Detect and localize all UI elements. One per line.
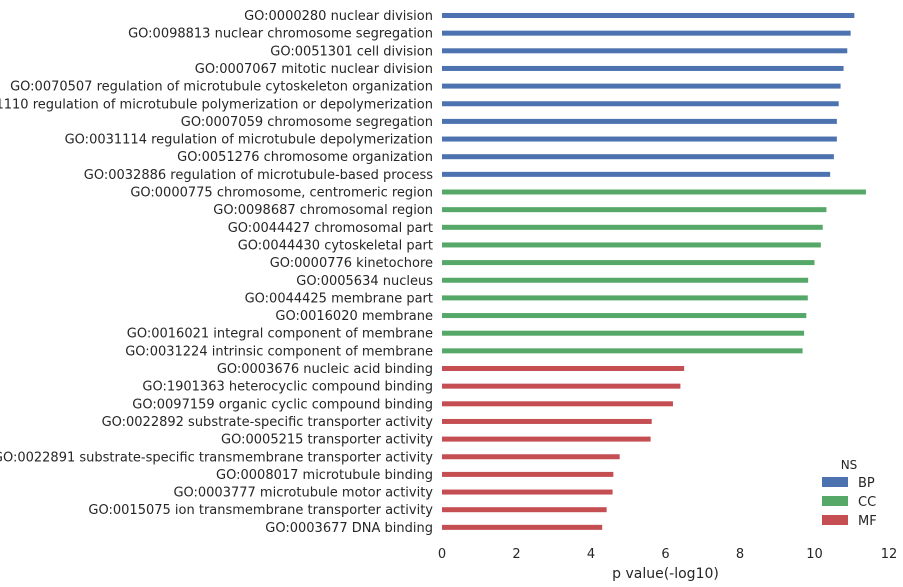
category-label: GO:1901363 heterocyclic compound binding [142,380,433,395]
x-axis-ticks: 0 2 4 6 8 10 12 [438,547,897,562]
category-label: GO:0016020 membrane [275,309,433,324]
category-label: GO:0007067 mitotic nuclear division [195,62,433,77]
bar-bp-9 [442,171,831,177]
category-label: GO:0000280 nuclear division [244,9,433,24]
category-label: GO:0003676 nucleic acid binding [217,362,433,377]
legend-title: NS [841,458,858,472]
category-label: GO:0051301 cell division [270,44,433,59]
bar-bp-7 [442,136,837,142]
bar-cc-14 [442,260,815,266]
bar-mf-29 [442,524,603,530]
x-tick-label: 12 [881,547,898,562]
bar-group [442,13,866,530]
category-label: GO:0051276 chromosome organization [177,150,433,165]
bar-mf-25 [442,454,620,460]
category-label: GO:0003677 DNA binding [265,521,433,536]
bar-bp-8 [442,154,834,160]
legend-label-bp: BP [858,476,875,491]
legend-label-mf: MF [858,514,877,529]
bar-bp-0 [442,13,855,18]
legend-label-cc: CC [858,495,876,510]
bar-mf-26 [442,471,614,477]
category-label: GO:0044425 membrane part [245,291,433,306]
bar-mf-28 [442,507,607,513]
category-label: GO:0005215 transporter activity [221,433,433,448]
legend: NS BP CC MF [822,458,877,529]
bar-bp-3 [442,65,844,71]
bar-mf-24 [442,436,651,442]
category-label: GO:0031110 regulation of microtubule pol… [0,97,433,112]
x-tick-label: 8 [736,547,744,562]
category-label: GO:0097159 organic cyclic compound bindi… [132,397,433,412]
category-label: GO:0022891 substrate-specific transmembr… [0,450,433,465]
bar-bp-4 [442,83,841,89]
x-tick-label: 10 [806,547,823,562]
x-tick-label: 4 [587,547,595,562]
bar-cc-16 [442,295,808,301]
category-label: GO:0008017 microtubule binding [216,468,433,483]
category-label: GO:0044427 chromosomal part [228,221,433,236]
category-label: GO:0000775 chromosome, centromeric regio… [130,186,433,201]
category-label: GO:0016021 integral component of membran… [127,327,433,342]
category-label: GO:0098813 nuclear chromosome segregatio… [128,27,433,42]
bar-bp-2 [442,48,848,54]
bar-cc-11 [442,207,827,213]
category-label: GO:0032886 regulation of microtubule-bas… [84,168,433,183]
category-label: GO:0015075 ion transmembrane transporter… [88,503,433,518]
bar-cc-10 [442,189,866,195]
category-label: GO:0031114 regulation of microtubule dep… [65,133,433,148]
bar-mf-22 [442,401,673,407]
bar-cc-19 [442,348,803,354]
category-label: GO:0031224 intrinsic component of membra… [125,344,433,359]
bar-bp-1 [442,30,851,36]
bar-bp-5 [442,101,839,107]
category-label: GO:0044430 cytoskeletal part [238,238,433,253]
x-tick-label: 6 [661,547,669,562]
category-label: GO:0005634 nucleus [296,274,433,289]
bar-cc-15 [442,277,809,283]
legend-swatch-bp [822,477,848,487]
legend-swatch-cc [822,496,848,506]
x-tick-label: 2 [512,547,520,562]
category-label: GO:0000776 kinetochore [270,256,433,271]
bar-mf-20 [442,366,685,371]
bar-mf-23 [442,418,652,424]
bar-mf-27 [442,489,613,495]
bar-cc-12 [442,224,823,230]
category-label: GO:0022892 substrate-specific transporte… [102,415,434,430]
category-labels: GO:0000280 nuclear division GO:0098813 nu… [0,9,433,536]
category-label: GO:0003777 microtubule motor activity [173,486,433,501]
bar-cc-17 [442,313,807,319]
bar-bp-6 [442,118,837,124]
x-axis-title: p value(-log10) [612,566,719,582]
bar-cc-13 [442,242,821,248]
legend-swatch-mf [822,515,848,525]
category-label: GO:0098687 chromosomal region [213,203,433,218]
category-label: GO:0007059 chromosome segregation [181,115,433,130]
bar-mf-21 [442,383,681,389]
x-tick-label: 0 [438,547,446,562]
category-label: GO:0070507 regulation of microtubule cyt… [10,80,433,95]
bar-cc-18 [442,330,805,336]
